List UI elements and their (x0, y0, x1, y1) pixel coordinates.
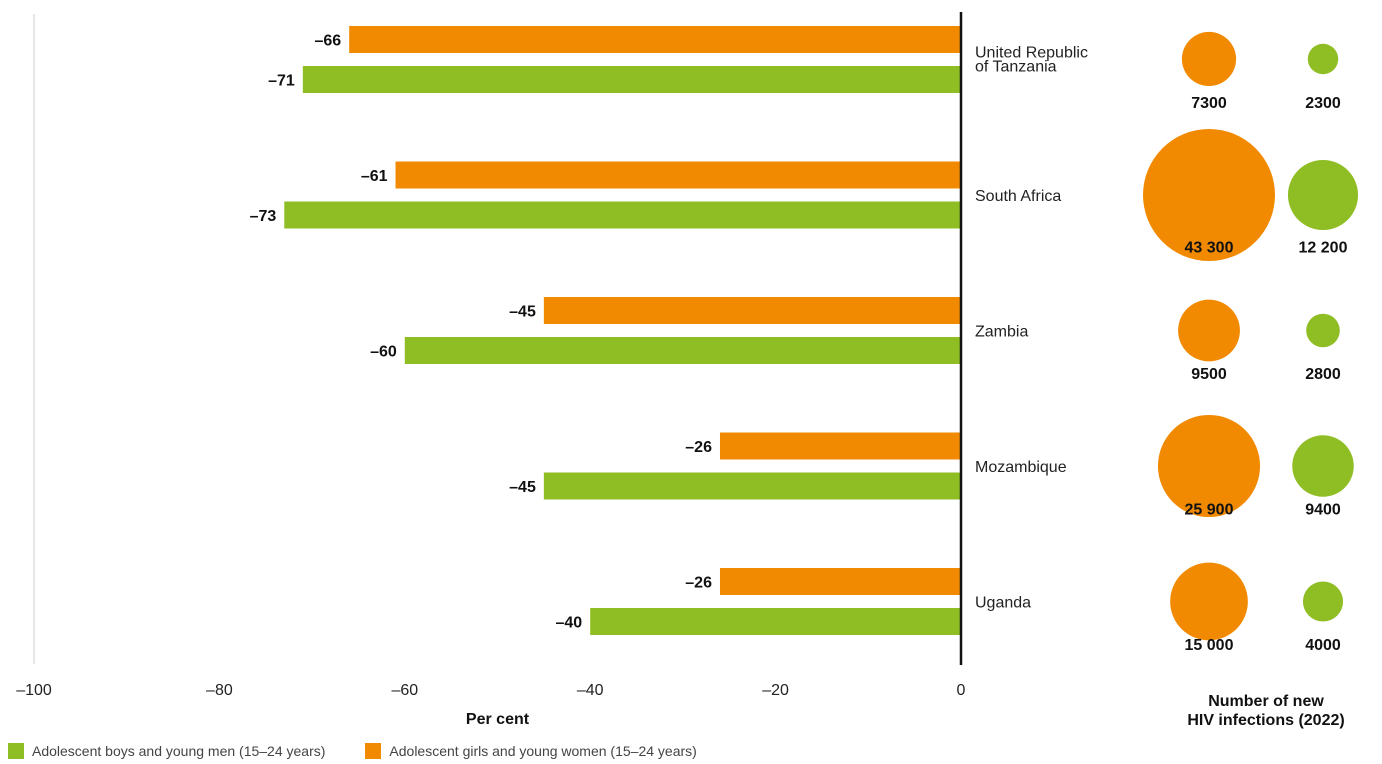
x-tick-label: –60 (391, 682, 418, 699)
bubble-boys (1302, 581, 1344, 622)
data-label: –61 (361, 168, 388, 185)
legend-label-boys: Adolescent boys and young men (15–24 yea… (32, 743, 326, 759)
data-label: –45 (509, 304, 536, 321)
bar-girls (719, 432, 961, 460)
bubble-title: HIV infections (2022) (1187, 712, 1344, 729)
bar-boys (284, 201, 961, 229)
data-label: –26 (685, 439, 712, 456)
bar-boys (543, 472, 961, 500)
bubble-girls (1157, 414, 1261, 518)
data-label: –66 (314, 33, 341, 50)
bar-boys (590, 608, 961, 635)
bubble-boys (1292, 435, 1354, 497)
bubble-girls-label: 15 000 (1185, 637, 1234, 654)
country-label: Uganda (975, 595, 1031, 612)
legend: Adolescent boys and young men (15–24 yea… (8, 743, 697, 759)
x-axis-title: Per cent (466, 711, 530, 728)
data-label: –73 (250, 208, 277, 225)
data-label: –71 (268, 73, 295, 90)
country-label: South Africa (975, 188, 1061, 205)
bubble-girls-label: 25 900 (1185, 502, 1234, 519)
bar-girls (395, 161, 961, 189)
data-label: –26 (685, 575, 712, 592)
legend-label-girls: Adolescent girls and young women (15–24 … (389, 743, 697, 759)
bar-girls (349, 26, 961, 53)
bubble-girls-label: 43 300 (1185, 240, 1234, 257)
country-label: Zambia (975, 324, 1028, 341)
bubble-boys (1287, 159, 1359, 231)
legend-swatch-girls (365, 743, 382, 759)
country-label: Mozambique (975, 459, 1067, 476)
bubble-boys (1306, 313, 1340, 348)
legend-item-girls: Adolescent girls and young women (15–24 … (365, 743, 697, 759)
legend-swatch-boys (8, 743, 24, 759)
bubble-boys-label: 12 200 (1299, 240, 1348, 257)
bar-boys (404, 337, 961, 364)
bar-girls (719, 568, 961, 595)
bubble-girls (1143, 129, 1275, 261)
x-tick-label: –80 (206, 682, 233, 699)
bubble-girls (1181, 31, 1237, 87)
x-tick-label: –100 (16, 682, 52, 699)
bubble-boys-label: 2800 (1305, 366, 1341, 383)
bubble-boys (1307, 43, 1339, 75)
bubble-girls-label: 7300 (1191, 95, 1227, 112)
country-label: United Republic (975, 45, 1088, 62)
x-tick-label: –20 (762, 682, 789, 699)
data-label: –60 (370, 344, 397, 361)
data-label: –40 (555, 615, 582, 632)
x-tick-label: –40 (577, 682, 604, 699)
bubble-girls-label: 9500 (1191, 366, 1227, 383)
country-label: of Tanzania (975, 59, 1057, 76)
bar-girls (543, 297, 961, 324)
bubble-girls (1170, 562, 1248, 641)
bubble-boys-label: 4000 (1305, 637, 1341, 654)
bar-boys (302, 66, 962, 93)
x-tick-label: 0 (957, 682, 966, 699)
legend-item-boys: Adolescent boys and young men (15–24 yea… (8, 743, 325, 759)
bubble-boys-label: 9400 (1305, 502, 1341, 519)
data-label: –45 (509, 479, 536, 496)
bubble-boys-label: 2300 (1305, 95, 1341, 112)
bubble-girls (1178, 299, 1240, 362)
bubble-title: Number of new (1208, 693, 1324, 710)
